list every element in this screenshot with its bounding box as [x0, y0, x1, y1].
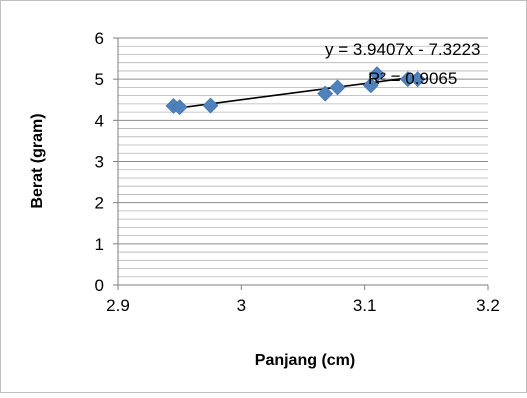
- data-point: [409, 71, 426, 88]
- x-tick-label: 2.9: [106, 296, 130, 315]
- data-point: [202, 97, 219, 114]
- trendline-labels: y = 3.9407x - 7.3223 R² = 0.9065: [325, 40, 480, 88]
- data-point: [317, 85, 334, 102]
- y-tick-label: 6: [95, 29, 104, 48]
- trendline-r-squared: R² = 0.9065: [368, 69, 457, 88]
- data-point: [171, 99, 188, 116]
- data-point: [329, 79, 346, 96]
- data-point: [369, 66, 385, 83]
- axes: [113, 37, 489, 290]
- y-tick-label: 3: [95, 153, 104, 172]
- y-tick-label: 2: [95, 194, 104, 213]
- trendline-equation: y = 3.9407x - 7.3223: [325, 40, 480, 59]
- y-tick-label: 4: [95, 111, 104, 130]
- y-tick-label: 1: [95, 235, 104, 254]
- y-axis-title: Berat (gram): [29, 113, 46, 208]
- y-tick-label: 5: [95, 70, 104, 89]
- x-tick-label: 3: [237, 296, 246, 315]
- x-axis-title: Panjang (cm): [255, 352, 355, 369]
- tick-labels: 0 1 2 3 4 5 6 2.9 3 3.1 3.2: [95, 29, 500, 315]
- x-tick-label: 3.1: [353, 296, 377, 315]
- data-point: [362, 77, 379, 94]
- grid-lines: [118, 37, 488, 278]
- data-points: [165, 66, 426, 116]
- y-tick-label: 0: [95, 276, 104, 295]
- x-tick-label: 3.2: [476, 296, 500, 315]
